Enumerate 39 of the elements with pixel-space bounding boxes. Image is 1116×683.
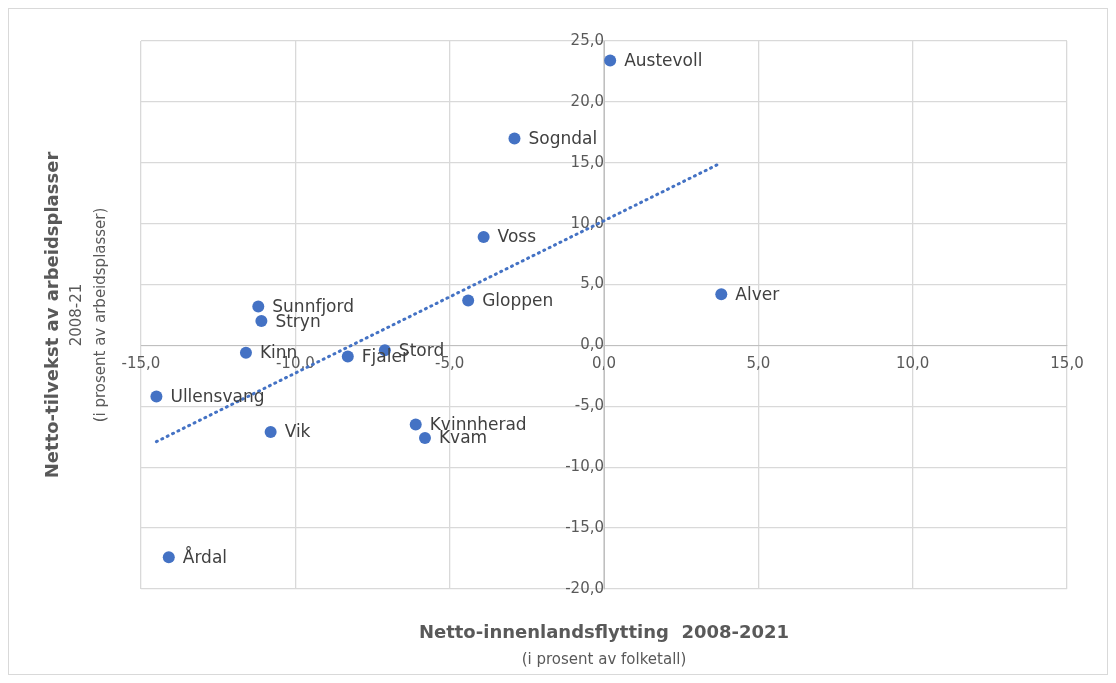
- data-label: Gloppen: [482, 289, 554, 310]
- point: [409, 418, 422, 431]
- point: [477, 231, 490, 244]
- y-tick-label: 5,0: [580, 274, 604, 293]
- y-tick-label: -5,0: [574, 396, 604, 415]
- y-tick-label: 10,0: [570, 213, 604, 232]
- data-label: Vik: [284, 421, 311, 442]
- point: [341, 350, 354, 363]
- x-tick-label: -15,0: [121, 354, 161, 373]
- x-tick-label: 5,0: [746, 354, 771, 373]
- y-axis-title: Netto-tilvekst av arbeidsplasser 2008-21 (i prosent av arbeidsplasser): [40, 151, 109, 479]
- x-tick-label: 0,0: [592, 354, 616, 373]
- y-tick-label: 20,0: [570, 91, 604, 110]
- point: [508, 132, 521, 145]
- point: [252, 300, 265, 313]
- data-label: Voss: [497, 226, 537, 247]
- point: [150, 390, 163, 403]
- point: [715, 288, 728, 301]
- y-tick-label: -10,0: [565, 457, 604, 476]
- y-tick-label: 25,0: [570, 30, 604, 49]
- point: [239, 346, 252, 359]
- point: [462, 294, 475, 307]
- x-tick-label: 15,0: [1050, 354, 1084, 373]
- point: [418, 432, 431, 444]
- point: [264, 425, 277, 438]
- y-tick-label: 0,0: [580, 335, 604, 354]
- data-label: Alver: [735, 283, 780, 304]
- x-tick-label: 10,0: [895, 354, 930, 373]
- data-label: Austevoll: [624, 49, 703, 70]
- y-tick-label: 15,0: [570, 152, 604, 171]
- point: [604, 54, 617, 67]
- point: [162, 551, 175, 564]
- data-label: Årdal: [182, 545, 228, 567]
- x-axis-title: Netto-innenlandsflytting 2008-2021 (i prosent av folketall): [418, 620, 790, 668]
- data-label: Sunnfjord: [272, 295, 355, 316]
- point: [255, 315, 268, 328]
- data-label: Sogndal: [528, 127, 598, 148]
- y-tick-label: -20,0: [565, 578, 604, 597]
- y-tick-label: -15,0: [565, 518, 604, 536]
